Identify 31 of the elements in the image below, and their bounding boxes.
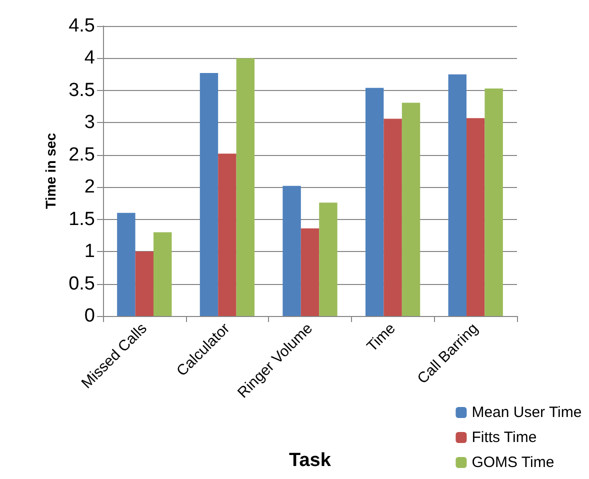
- bar: [384, 118, 402, 316]
- y-tick-label: 4.5: [68, 16, 95, 36]
- legend-label: GOMS Time: [472, 454, 554, 471]
- y-tick-label: 4: [84, 48, 96, 69]
- bar: [466, 118, 485, 316]
- y-tick-label: 1: [84, 241, 95, 262]
- y-tick-label: 0: [84, 306, 95, 326]
- bar: [117, 212, 136, 316]
- bar: [484, 88, 503, 316]
- y-tick-label: 0.5: [68, 273, 95, 294]
- x-axis-title: Task: [289, 450, 332, 471]
- bar: [236, 58, 255, 316]
- bar: [218, 154, 236, 316]
- bar: [135, 252, 154, 316]
- bar: [319, 202, 338, 316]
- y-tick-label: 3: [84, 112, 95, 134]
- bar: [300, 228, 320, 316]
- y-tick-label: 2.5: [68, 144, 95, 166]
- bar: [154, 232, 172, 316]
- bar: [402, 102, 420, 316]
- bar: [365, 88, 384, 316]
- bar: [448, 74, 466, 316]
- legend-label: Mean User Time: [472, 404, 582, 421]
- legend-label: Fitts Time: [472, 429, 537, 446]
- x-tick-label: Time: [364, 320, 399, 356]
- y-tick-label: 3.5: [68, 80, 95, 101]
- bar: [200, 73, 218, 316]
- y-tick-label: 2: [84, 176, 95, 198]
- y-axis-title: Time in sec: [42, 132, 59, 210]
- y-tick-label: 1.5: [68, 208, 95, 230]
- bar: [282, 186, 301, 316]
